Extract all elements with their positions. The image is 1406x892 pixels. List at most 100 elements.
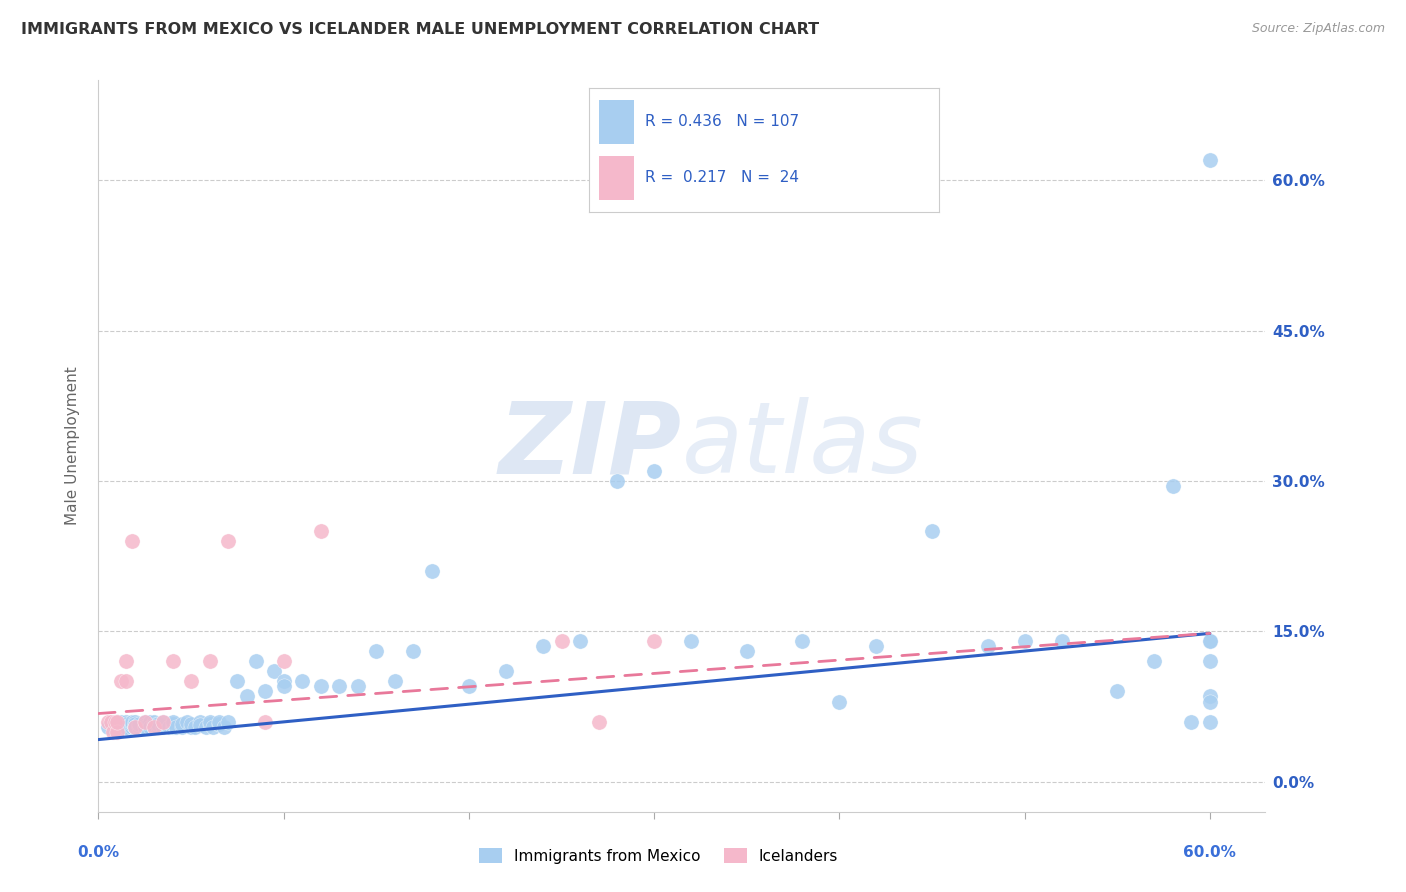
Point (1180, 714, 1202, 729)
Point (124, 720, 146, 734)
Point (170, 716, 193, 731)
Point (402, 644, 425, 658)
Point (128, 720, 150, 734)
Point (1014, 634, 1036, 648)
Point (134, 714, 156, 729)
Point (115, 716, 138, 731)
Point (103, 724, 125, 739)
Point (643, 634, 665, 648)
Point (105, 714, 128, 729)
Point (115, 720, 138, 734)
Point (105, 714, 128, 729)
Point (110, 720, 132, 734)
Point (110, 714, 132, 729)
Point (1198, 634, 1220, 648)
Point (124, 714, 146, 729)
Point (105, 714, 128, 729)
Point (162, 714, 184, 729)
Point (217, 714, 239, 729)
Point (309, 524, 332, 538)
Point (170, 720, 193, 734)
Point (457, 680, 479, 694)
Text: ZIP: ZIP (499, 398, 682, 494)
Point (865, 640, 887, 654)
Point (1050, 634, 1073, 648)
Point (134, 720, 156, 734)
Point (569, 634, 592, 648)
Point (165, 720, 187, 734)
Point (134, 714, 156, 729)
Text: Source: ZipAtlas.com: Source: ZipAtlas.com (1251, 22, 1385, 36)
Point (105, 720, 128, 734)
Point (346, 680, 368, 694)
Point (146, 720, 169, 734)
Text: 60.0%: 60.0% (1184, 845, 1236, 860)
Point (176, 714, 198, 729)
Point (366, 644, 388, 658)
Point (143, 720, 166, 734)
Point (606, 474, 628, 488)
Point (124, 720, 146, 734)
Point (273, 674, 295, 689)
Point (124, 720, 146, 734)
Point (124, 720, 146, 734)
Point (115, 720, 138, 734)
Point (792, 634, 814, 648)
Point (121, 716, 143, 731)
Point (143, 717, 166, 731)
Point (214, 720, 236, 734)
Point (226, 674, 249, 689)
Point (735, 644, 758, 658)
Point (588, 714, 610, 729)
Point (254, 714, 277, 729)
Point (105, 720, 128, 734)
Point (1198, 153, 1220, 168)
Point (115, 716, 138, 731)
Point (976, 640, 998, 654)
Point (162, 655, 184, 669)
Point (180, 716, 202, 731)
Point (139, 720, 162, 734)
Point (208, 716, 231, 731)
Point (157, 720, 180, 734)
Point (921, 524, 943, 538)
Point (235, 690, 257, 704)
Point (263, 665, 285, 679)
Point (134, 720, 156, 734)
Point (105, 716, 128, 731)
Point (198, 655, 221, 669)
Point (162, 720, 184, 734)
Text: atlas: atlas (682, 398, 924, 494)
Point (1198, 634, 1220, 648)
Y-axis label: Male Unemployment: Male Unemployment (65, 367, 80, 525)
Point (121, 714, 143, 729)
Point (115, 674, 138, 689)
Point (254, 684, 277, 698)
Point (328, 680, 350, 694)
Point (681, 634, 703, 648)
Point (208, 714, 231, 729)
Point (198, 714, 221, 729)
Point (115, 714, 138, 729)
Point (162, 716, 184, 731)
Point (115, 720, 138, 734)
Point (531, 640, 554, 654)
Point (309, 680, 332, 694)
Point (495, 665, 517, 679)
Point (121, 534, 143, 549)
Point (194, 720, 217, 734)
Point (420, 564, 443, 578)
Point (152, 714, 174, 729)
Point (273, 680, 295, 694)
Point (1198, 694, 1220, 708)
Point (180, 674, 202, 689)
Point (124, 716, 146, 731)
Point (1143, 655, 1166, 669)
Point (104, 714, 127, 729)
Point (152, 714, 174, 729)
Point (105, 717, 128, 731)
Point (152, 720, 174, 734)
Point (188, 714, 211, 729)
Point (1198, 655, 1220, 669)
Point (110, 674, 132, 689)
